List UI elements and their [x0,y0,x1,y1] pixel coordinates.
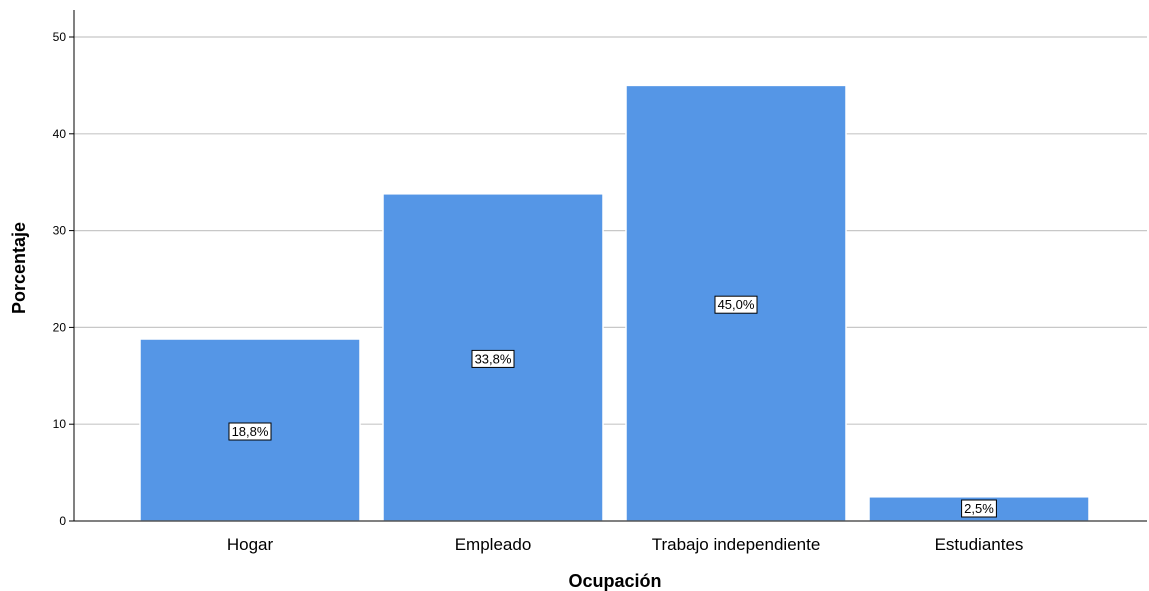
data-label-box [228,422,272,441]
x-tick-label: Hogar [227,535,274,554]
x-axis-title: Ocupación [568,571,661,591]
y-tick-label: 40 [53,127,67,141]
x-tick-labels: Hogar Empleado Trabajo independiente Estudi… [227,535,1024,554]
x-tick-label: Estudiantes [935,535,1024,554]
data-label: 45,0% [718,297,755,312]
y-tick-label: 10 [53,417,67,431]
y-axis-title: Porcentaje [9,222,29,314]
data-label-box [714,295,758,314]
data-label: 33,8% [475,351,512,366]
y-tick-label: 20 [53,320,67,334]
axes [69,10,1147,522]
x-tick-label: Empleado [455,535,532,554]
y-tick-label: 50 [53,30,67,44]
data-label: 2,5% [964,501,994,516]
y-tick-label: 30 [53,224,67,238]
data-labels: 18,8% 33,8% 45,0% 2,5% [228,295,997,518]
x-tick-label: Trabajo independiente [652,535,821,554]
gridlines [74,36,1147,425]
y-tick-label: 0 [59,514,66,528]
y-tick-labels: 0 10 20 30 40 50 [53,30,67,528]
data-label: 18,8% [232,424,269,439]
bars [139,84,1090,522]
data-label-box [961,499,997,518]
data-label-box [471,349,515,368]
